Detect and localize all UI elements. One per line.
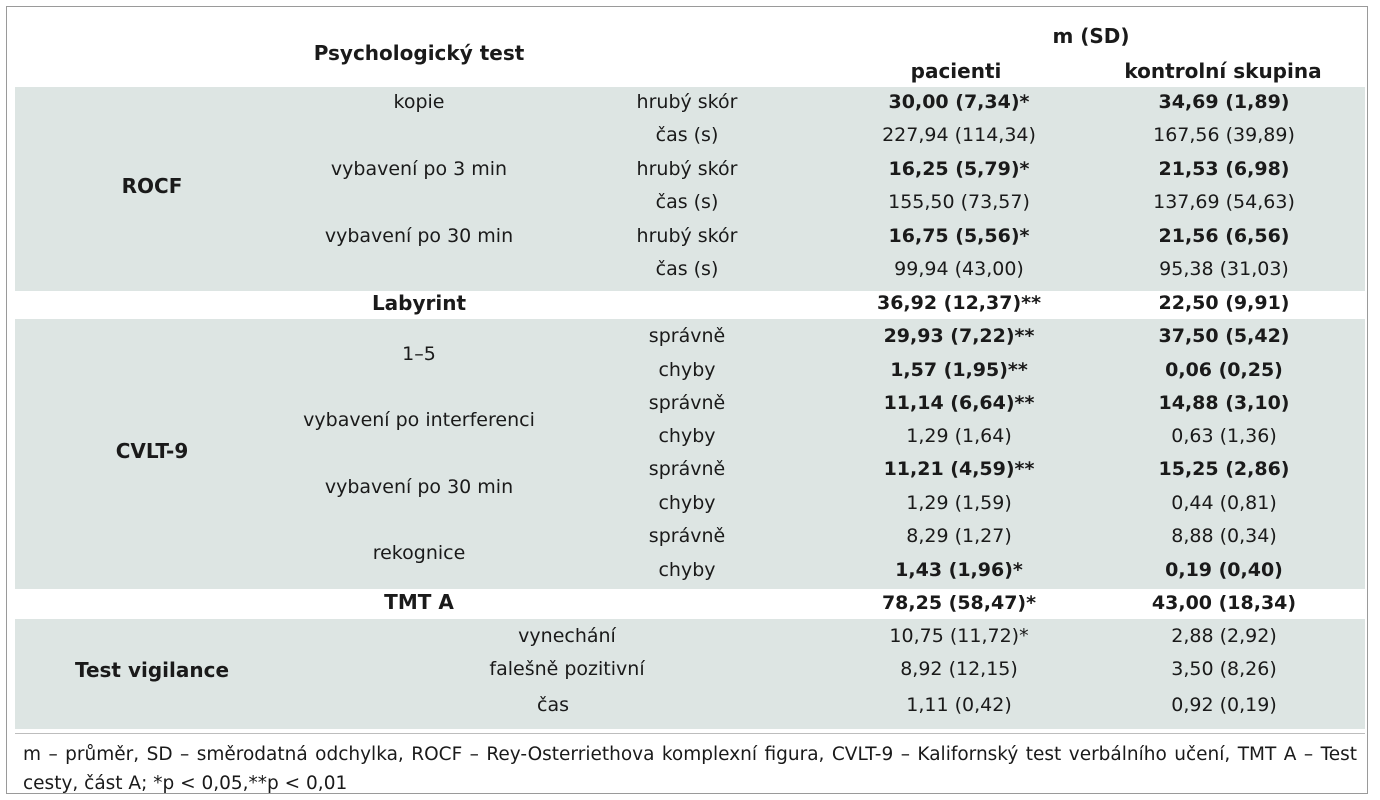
group-vigilance: Test vigilance [74, 658, 230, 682]
band-rocf [15, 87, 1365, 291]
row-patients: 29,93 (7,22)** [883, 325, 1035, 347]
group-rocf: ROCF [121, 174, 183, 198]
row-controls: 21,56 (6,56) [1158, 225, 1290, 247]
row-patients: 1,29 (1,64) [906, 425, 1012, 447]
row-measure: správně [648, 325, 726, 347]
row-patients: 8,29 (1,27) [906, 525, 1012, 547]
row-measure: hrubý skór [636, 158, 738, 180]
row-patients: 1,57 (1,95)** [890, 359, 1028, 381]
row-measure: chyby [658, 492, 716, 514]
row-subtest: falešně pozitivní [489, 658, 645, 680]
row-controls: 137,69 (54,63) [1153, 191, 1295, 213]
row-patients: 16,25 (5,79)* [888, 158, 1030, 180]
row-patients: 10,75 (11,72)* [889, 625, 1029, 647]
row-subtest: vybavení po interferenci [303, 409, 535, 431]
row-subtest: vybavení po 30 min [324, 225, 514, 247]
row-patients: 11,14 (6,64)** [883, 392, 1035, 414]
row-patients: 1,29 (1,59) [906, 492, 1012, 514]
row-patients: 78,25 (58,47)* [881, 592, 1037, 614]
row-subtest: čas [537, 694, 569, 716]
row-controls: 2,88 (2,92) [1171, 625, 1277, 647]
row-controls: 8,88 (0,34) [1171, 525, 1277, 547]
row-controls: 14,88 (3,10) [1158, 392, 1290, 414]
table-frame: Psychologický test m (SD) pacienti kontr… [6, 6, 1368, 794]
row-controls: 0,92 (0,19) [1171, 694, 1277, 716]
row-subtest: vybavení po 30 min [324, 476, 514, 498]
header-stat: m (SD) [1052, 24, 1130, 48]
group-tmt: TMT A [384, 590, 454, 614]
row-patients: 155,50 (73,57) [888, 191, 1030, 213]
row-controls: 0,44 (0,81) [1171, 492, 1277, 514]
row-controls: 37,50 (5,42) [1158, 325, 1290, 347]
row-controls: 0,63 (1,36) [1171, 425, 1277, 447]
row-measure: hrubý skór [636, 225, 738, 247]
band-vigilance [15, 619, 1365, 729]
row-measure: hrubý skór [636, 91, 738, 113]
row-patients: 30,00 (7,34)* [888, 91, 1030, 113]
row-patients: 1,43 (1,96)* [895, 559, 1023, 581]
footnote: m – průměr, SD – směrodatná odchylka, RO… [23, 744, 1357, 794]
band-cvlt [15, 319, 1365, 589]
footnote-divider [15, 733, 1365, 734]
header-test: Psychologický test [313, 41, 525, 65]
group-labyrint: Labyrint [371, 291, 467, 315]
row-measure: chyby [658, 559, 716, 581]
row-controls: 167,56 (39,89) [1153, 124, 1295, 146]
row-subtest: kopie [393, 91, 445, 113]
row-controls: 22,50 (9,91) [1158, 292, 1290, 314]
row-measure: správně [648, 458, 726, 480]
row-subtest: vynechání [518, 625, 616, 647]
row-controls: 3,50 (8,26) [1171, 658, 1277, 680]
row-patients: 227,94 (114,34) [882, 124, 1036, 146]
row-measure: čas (s) [655, 124, 719, 146]
row-controls: 95,38 (31,03) [1159, 258, 1289, 280]
row-measure: správně [648, 392, 726, 414]
row-controls: 21,53 (6,98) [1158, 158, 1290, 180]
header-patients: pacienti [910, 59, 1002, 83]
group-cvlt: CVLT-9 [115, 439, 189, 463]
row-controls: 0,06 (0,25) [1165, 359, 1283, 381]
row-patients: 36,92 (12,37)** [876, 292, 1042, 314]
row-controls: 15,25 (2,86) [1158, 458, 1290, 480]
row-subtest: vybavení po 3 min [330, 158, 508, 180]
header-controls: kontrolní skupina [1124, 59, 1322, 83]
row-controls: 34,69 (1,89) [1158, 91, 1290, 113]
row-measure: čas (s) [655, 191, 719, 213]
row-measure: chyby [658, 425, 716, 447]
row-subtest: rekognice [372, 542, 466, 564]
row-patients: 11,21 (4,59)** [883, 458, 1035, 480]
row-controls: 43,00 (18,34) [1151, 592, 1297, 614]
row-patients: 16,75 (5,56)* [888, 225, 1030, 247]
row-measure: chyby [658, 359, 716, 381]
row-patients: 99,94 (43,00) [894, 258, 1024, 280]
row-measure: správně [648, 525, 726, 547]
row-patients: 1,11 (0,42) [906, 694, 1012, 716]
row-measure: čas (s) [655, 258, 719, 280]
row-subtest: 1–5 [402, 343, 436, 365]
row-patients: 8,92 (12,15) [900, 658, 1018, 680]
row-controls: 0,19 (0,40) [1165, 559, 1283, 581]
